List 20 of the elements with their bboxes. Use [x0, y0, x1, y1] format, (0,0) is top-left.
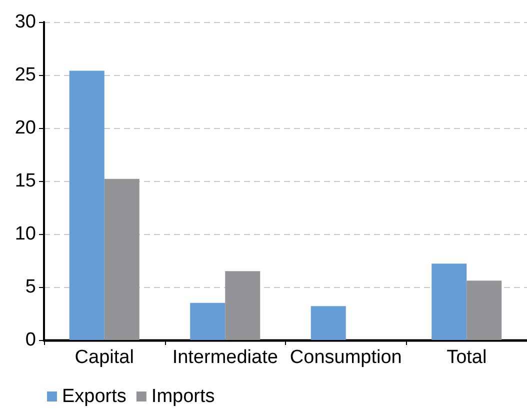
legend-label: Exports: [62, 386, 126, 407]
y-tick-label: 20: [14, 118, 36, 138]
x-tick-label: Capital: [74, 347, 134, 368]
legend-label: Imports: [151, 386, 215, 407]
x-tick-label: Consumption: [290, 347, 402, 368]
y-tick-label: 15: [14, 170, 36, 192]
bar: [310, 306, 346, 340]
bar: [69, 70, 104, 340]
y-tick-label: 10: [14, 224, 36, 244]
bar: [466, 280, 502, 340]
x-tick-label: Total: [446, 347, 487, 368]
bar: [432, 264, 467, 340]
y-tick-label: 5: [25, 276, 36, 298]
bar: [104, 178, 140, 340]
y-tick-label: 30: [14, 12, 36, 32]
y-tick-label: 25: [14, 64, 36, 86]
bar: [190, 302, 226, 340]
bar: [225, 271, 260, 340]
y-tick-label: 0: [25, 330, 36, 350]
x-tick-label: Intermediate: [172, 347, 278, 368]
